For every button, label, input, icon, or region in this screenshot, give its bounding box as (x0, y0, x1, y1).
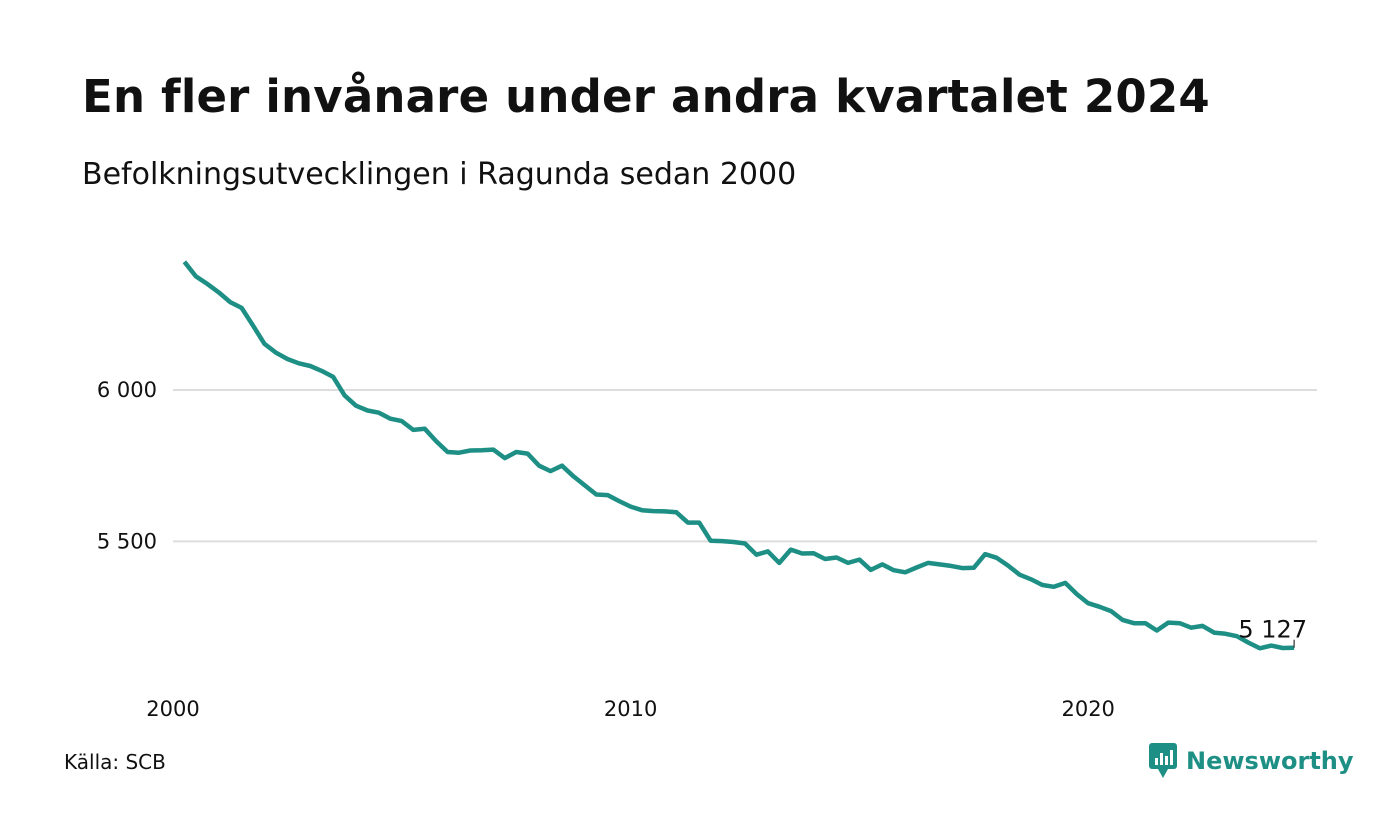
chart-subtitle: Befolkningsutvecklingen i Ragunda sedan … (82, 157, 797, 192)
newsworthy-logo-icon (1149, 743, 1177, 778)
y-tick-label: 6 000 (97, 378, 157, 402)
line-chart: 5 500 6 000 2000 2010 2020 5 127 (97, 260, 1317, 721)
x-tick-label: 2010 (604, 697, 657, 721)
end-value-label: 5 127 (1238, 616, 1307, 644)
brand-name: Newsworthy (1186, 747, 1354, 775)
x-tick-label: 2020 (1061, 697, 1114, 721)
chart-title: En fler invånare under andra kvartalet 2… (82, 70, 1210, 123)
y-tick-label: 5 500 (97, 529, 157, 553)
source-note: Källa: SCB (64, 750, 166, 774)
brand-logo[interactable]: Newsworthy (1148, 742, 1354, 780)
series-line (182, 260, 1295, 651)
x-tick-label: 2000 (146, 697, 199, 721)
